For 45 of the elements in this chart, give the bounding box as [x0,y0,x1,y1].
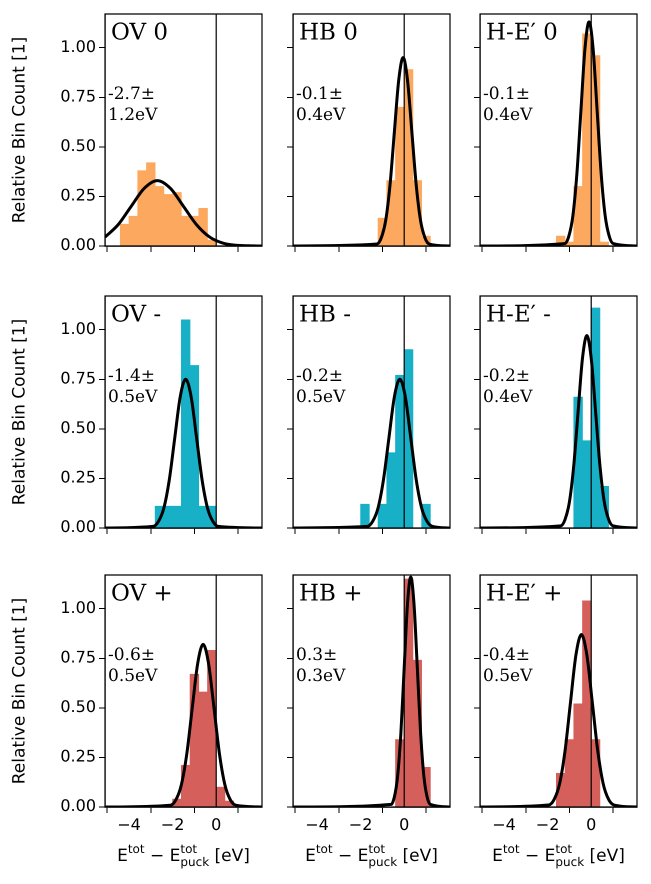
chart-title: OV + [111,580,173,606]
x-tick-label: −4 [492,814,516,834]
y-tick-label: 0.00 [60,517,96,536]
y-tick-label: 0.50 [60,697,96,716]
y-tick-label: 1.00 [60,318,96,338]
chart-title: HB + [299,580,363,606]
x-tick-label: −2 [160,814,184,834]
y-tick-label: 0.50 [60,136,96,156]
chart-title: OV 0 [111,19,168,46]
y-tick-label: 0.25 [60,186,96,205]
x-tick-label: −4 [117,814,141,834]
annotation: -0.2± 0.4eV [483,366,534,407]
annotation: -1.4± 0.5eV [108,366,158,407]
x-tick-label: −2 [348,814,372,834]
y-tick-label: 1.00 [60,36,96,56]
chart-title: H-E′ + [486,580,562,606]
x-tick-label: 0 [399,814,410,834]
chart-title: OV - [111,301,162,328]
annotation: -0.1± 0.4eV [483,84,534,125]
x-tick-label: 0 [211,814,222,834]
x-tick-label: −4 [305,814,329,834]
annotation: 0.3± 0.3eV [296,644,346,686]
y-tick-label: 0.25 [60,746,96,766]
y-tick-label: 1.00 [60,598,96,617]
y-axis-title: Relative Bin Count [1] [10,318,30,506]
y-tick-label: 0.00 [60,235,96,254]
annotation: -0.2± 0.5eV [296,366,346,407]
y-tick-label: 0.00 [60,796,96,816]
annotation: -2.7± 1.2eV [108,84,158,125]
y-tick-label: 0.25 [60,468,96,487]
chart-title: HB 0 [299,19,358,46]
chart-title: HB - [299,301,352,328]
x-tick-label: −2 [536,814,560,834]
x-tick-label: 0 [586,814,596,834]
y-axis-title: Relative Bin Count [1] [10,36,30,224]
y-tick-label: 0.75 [60,86,96,106]
chart-title: H-E′ - [486,301,551,328]
annotation: -0.1± 0.4eV [296,84,346,125]
annotation: -0.6± 0.5eV [108,644,158,686]
y-tick-label: 0.50 [60,418,96,438]
y-tick-label: 0.75 [60,368,96,388]
y-tick-label: 0.75 [60,647,96,666]
annotation: -0.4± 0.5eV [483,644,534,686]
chart-title: H-E′ 0 [486,19,558,46]
y-axis-title: Relative Bin Count [1] [10,598,30,784]
